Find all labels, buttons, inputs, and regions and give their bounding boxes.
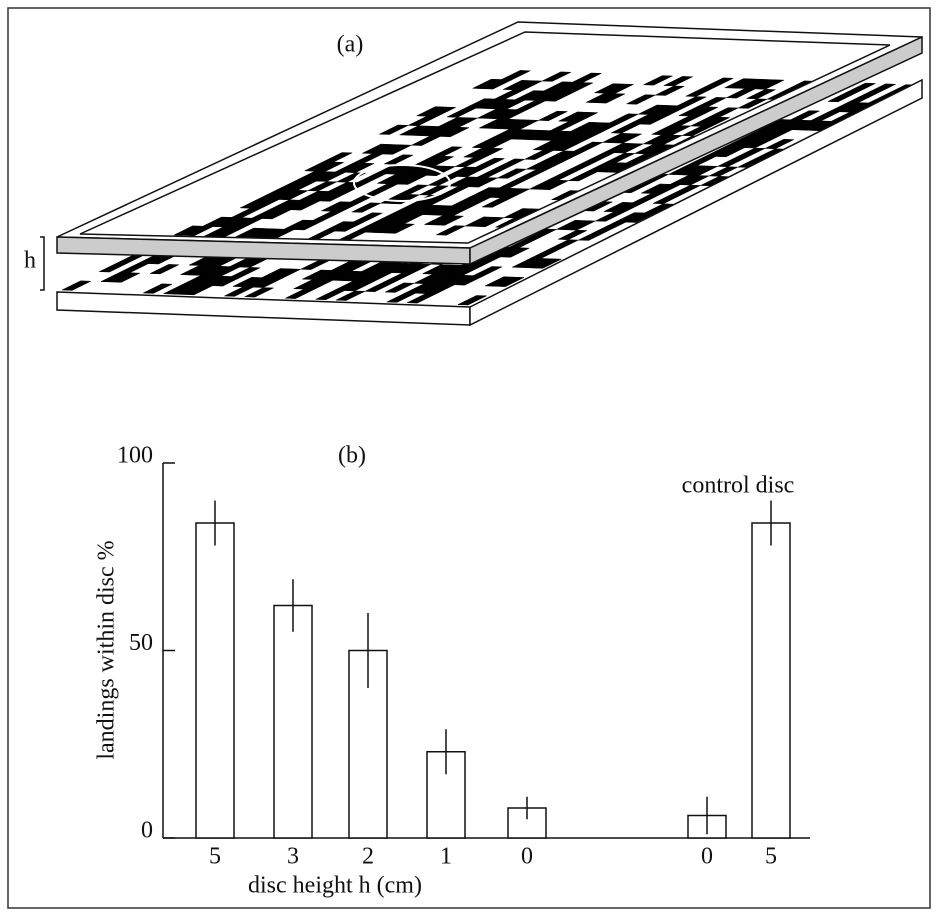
pattern-cell	[323, 152, 353, 163]
bar	[195, 522, 235, 839]
pattern-cell	[538, 110, 568, 121]
pattern-cell	[149, 264, 180, 275]
pattern-cell	[746, 89, 776, 100]
pattern-cell	[755, 79, 785, 90]
pattern-cell	[557, 229, 587, 240]
pattern-cell	[595, 93, 626, 104]
pattern-cell	[532, 258, 562, 269]
pattern-cell	[473, 147, 503, 159]
bottom-plate-side	[469, 78, 923, 327]
pattern-cell	[541, 71, 572, 82]
pattern-cell	[111, 272, 141, 283]
pattern-cell	[663, 76, 693, 87]
pattern-cell	[790, 110, 820, 121]
pattern-cell	[563, 82, 593, 93]
pattern-cell	[475, 157, 505, 168]
pattern-cell	[704, 77, 734, 88]
annotation: control disc	[682, 473, 795, 499]
pattern-cell	[688, 106, 719, 117]
pattern-cell	[655, 85, 685, 96]
pattern-cell	[384, 154, 414, 165]
pattern-cell	[846, 82, 876, 93]
pattern-cell	[457, 295, 487, 306]
pattern-cell	[764, 138, 794, 150]
panel-label: (b)	[338, 443, 366, 469]
pattern-cell	[314, 161, 344, 172]
panel-label: (a)	[337, 32, 364, 58]
x-tick-label: 5	[209, 844, 221, 870]
pattern-cell	[385, 223, 415, 234]
y-tick-label: 0	[141, 818, 153, 844]
height-bracket	[40, 236, 45, 291]
pattern-cell	[572, 72, 602, 83]
pattern-cell	[434, 215, 464, 226]
pattern-cell	[345, 162, 375, 173]
pattern-cell	[604, 83, 634, 94]
pattern-cell	[424, 155, 454, 167]
y-axis-label: landings within disc %	[94, 540, 120, 759]
x-tick-label: 3	[287, 844, 299, 870]
top-plate-side	[469, 35, 923, 266]
pattern-cell	[353, 212, 383, 223]
y-tick-label: 50	[129, 630, 153, 656]
x-axis-label: disc height h (cm)	[248, 873, 422, 899]
pattern-cell	[433, 146, 463, 157]
bar	[751, 522, 791, 839]
pattern-cell	[866, 83, 896, 94]
pattern-cell	[501, 70, 531, 81]
pattern-cell	[426, 106, 456, 117]
pattern-cell	[643, 75, 673, 86]
x-tick-label: 1	[440, 844, 452, 870]
pattern-cell	[473, 266, 503, 277]
pattern-cell	[568, 112, 598, 123]
pattern-cell	[440, 126, 470, 138]
pattern-cell	[61, 280, 91, 291]
pattern-cell	[143, 283, 173, 294]
pattern-cell	[244, 287, 274, 298]
pattern-cell	[500, 247, 530, 258]
y-tick-label: 100	[117, 443, 153, 469]
pattern-cell	[612, 133, 642, 144]
pattern-cell	[700, 116, 730, 127]
bar	[273, 604, 313, 839]
x-tick-label: 0	[521, 844, 533, 870]
x-tick-label: 5	[765, 844, 777, 870]
pattern-cell	[677, 96, 707, 107]
bar	[426, 751, 466, 839]
height-label: h	[24, 248, 36, 274]
pattern-cell	[495, 276, 525, 287]
disc-outline	[353, 164, 451, 202]
x-tick-label: 0	[701, 844, 713, 870]
pattern-cell	[231, 267, 261, 278]
x-tick-label: 2	[362, 844, 374, 870]
